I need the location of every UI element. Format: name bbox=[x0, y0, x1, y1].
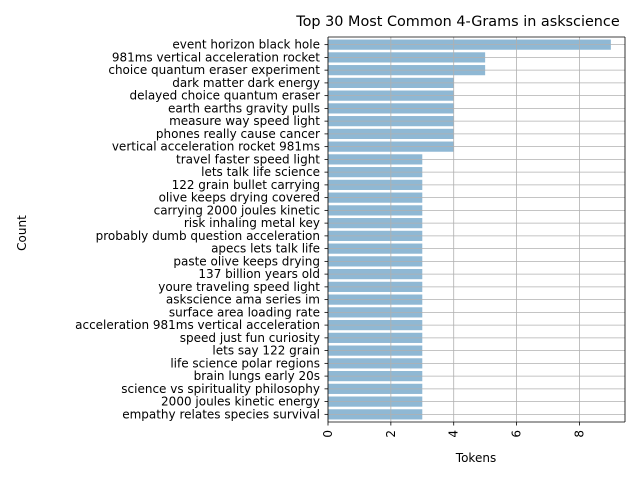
axes bbox=[327, 36, 626, 423]
y-tick-label: travel faster speed light bbox=[176, 152, 320, 166]
y-tick-label: 981ms vertical acceleration rocket bbox=[112, 50, 320, 64]
y-tick-label: phones really cause cancer bbox=[156, 127, 320, 141]
y-axis-label: Count bbox=[15, 215, 29, 251]
y-tick-label: olive keeps drying covered bbox=[159, 191, 320, 205]
x-axis-label: Tokens bbox=[455, 451, 496, 465]
x-tick-label: 0 bbox=[321, 430, 335, 438]
y-tick-label: delayed choice quantum eraser bbox=[129, 89, 320, 103]
y-tick-label: dark matter dark energy bbox=[172, 76, 320, 90]
x-tick-labels: 0 2 4 6 8 bbox=[321, 422, 586, 438]
y-tick-label: askscience ama series im bbox=[166, 293, 320, 307]
y-tick-label: empathy relates species survival bbox=[122, 407, 320, 421]
y-tick-label: surface area loading rate bbox=[169, 305, 320, 319]
y-tick-label: earth earths gravity pulls bbox=[168, 101, 320, 115]
y-tick-label: measure way speed light bbox=[169, 114, 320, 128]
y-tick-label: event horizon black hole bbox=[172, 38, 320, 52]
bars-group bbox=[328, 39, 611, 420]
y-tick-label: 122 grain bullet carrying bbox=[172, 178, 320, 192]
x-tick-label: 2 bbox=[384, 430, 398, 438]
x-tick-label: 8 bbox=[572, 430, 586, 438]
chart-title: Top 30 Most Common 4-Grams in askscience bbox=[295, 14, 620, 30]
y-tick-label: speed just fun curiosity bbox=[180, 331, 320, 345]
y-tick-label: 137 billion years old bbox=[198, 267, 320, 281]
y-tick-label: vertical acceleration rocket 981ms bbox=[112, 140, 320, 154]
y-tick-label: paste olive keeps drying bbox=[173, 254, 320, 268]
y-tick-label: apecs lets talk life bbox=[211, 242, 320, 256]
y-tick-label: life science polar regions bbox=[170, 356, 320, 370]
y-tick-label: carrying 2000 joules kinetic bbox=[154, 203, 320, 217]
y-tick-label: 2000 joules kinetic energy bbox=[161, 395, 320, 409]
y-tick-label: probably dumb question acceleration bbox=[96, 229, 320, 243]
y-tick-label: science vs spirituality philosophy bbox=[121, 382, 320, 396]
x-tick-label: 4 bbox=[447, 430, 461, 438]
y-tick-label: acceleration 981ms vertical acceleration bbox=[75, 318, 320, 332]
y-tick-label: brain lungs early 20s bbox=[194, 369, 320, 383]
y-tick-label: lets talk life science bbox=[201, 165, 320, 179]
y-tick-label: choice quantum eraser experiment bbox=[108, 63, 320, 77]
x-tick-label: 6 bbox=[510, 430, 524, 438]
y-tick-label: lets say 122 grain bbox=[212, 344, 320, 358]
gridlines bbox=[327, 37, 625, 422]
y-tick-label: risk inhaling metal key bbox=[184, 216, 320, 230]
y-tick-label: youre traveling speed light bbox=[158, 280, 320, 294]
